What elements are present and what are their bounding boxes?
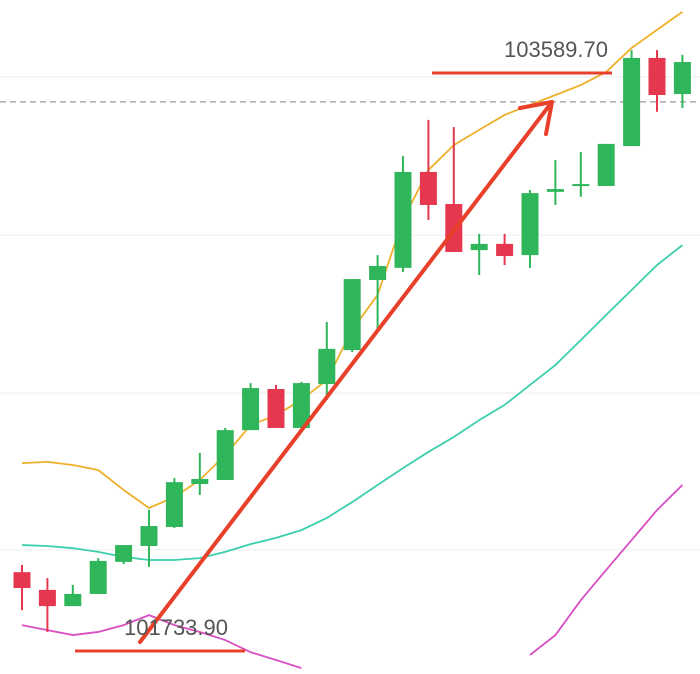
candle-body: [419, 171, 437, 205]
candle-body: [165, 482, 183, 527]
candle-body: [496, 243, 514, 257]
candle-body: [216, 430, 234, 480]
candle-body: [597, 143, 615, 186]
candle-body: [64, 593, 82, 607]
candle-body: [546, 189, 564, 192]
candle-body: [292, 383, 310, 428]
indicator-line: [21, 11, 683, 510]
candle-body: [470, 243, 488, 251]
trend-arrow: [138, 100, 554, 644]
candle-body: [673, 61, 691, 95]
candle-body: [13, 572, 31, 589]
indicator-line: [21, 484, 684, 669]
candle-body: [343, 279, 361, 351]
candle-body: [394, 171, 412, 268]
candle-body: [242, 388, 260, 431]
candle-body: [89, 560, 107, 594]
candle-body: [140, 526, 158, 546]
trend-arrow-head: [518, 100, 554, 136]
candle-body: [267, 389, 285, 428]
candle-body: [521, 193, 539, 256]
candle-body: [318, 348, 336, 385]
candle-body: [369, 265, 387, 281]
candle-body: [572, 184, 590, 187]
price-label: 103589.70: [504, 37, 608, 62]
candle-body: [191, 479, 209, 485]
price-label: 101733.90: [124, 615, 228, 640]
candle-body: [648, 57, 666, 95]
candle-body: [115, 545, 133, 562]
candle-body: [623, 57, 641, 147]
candle-body: [38, 589, 56, 607]
